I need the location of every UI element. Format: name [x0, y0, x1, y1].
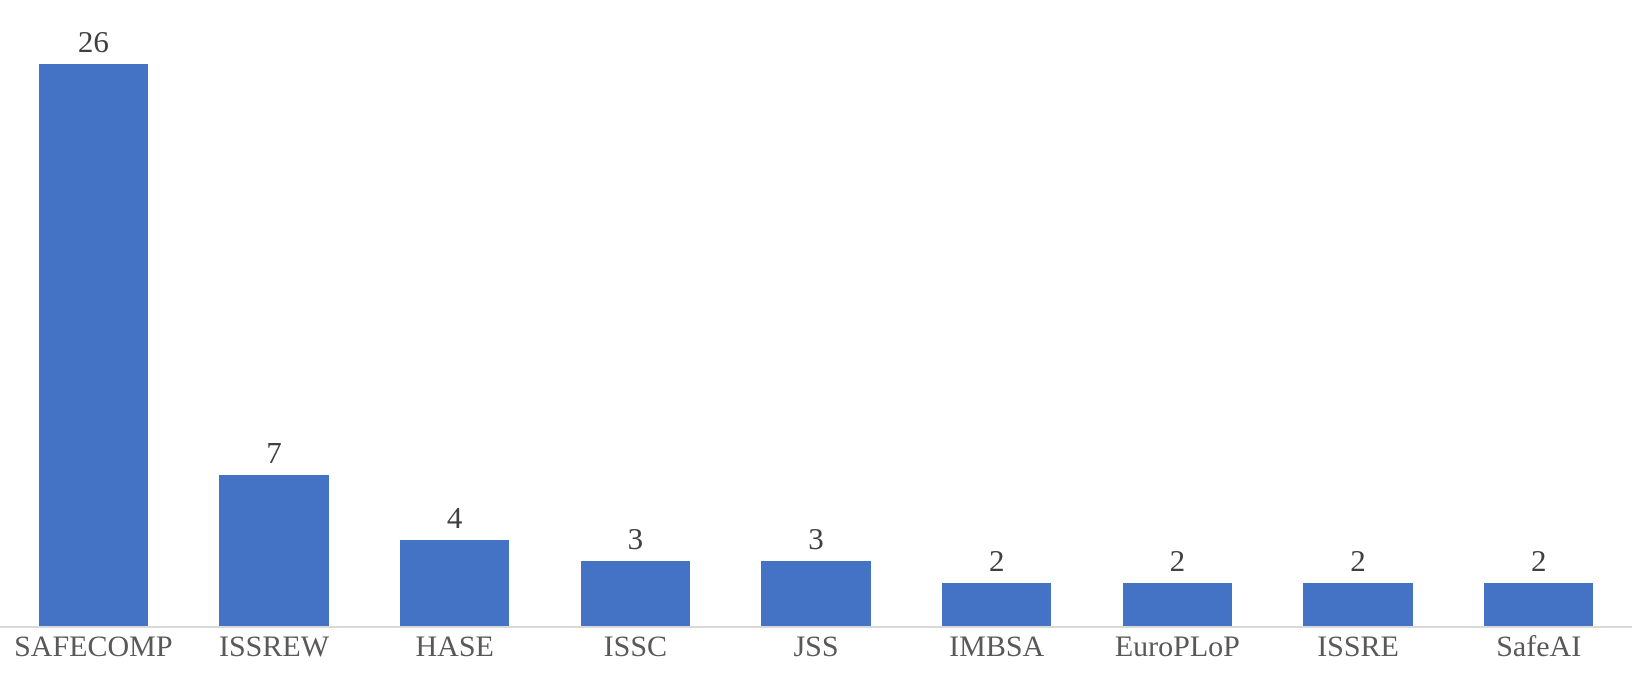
- category-label: IMBSA: [949, 630, 1045, 663]
- bar-value-label: 4: [446, 499, 463, 535]
- bar-value-label: 2: [1530, 542, 1547, 578]
- bar-column: 7: [184, 0, 365, 626]
- bar: [219, 474, 329, 626]
- bar-value-label: 2: [988, 542, 1005, 578]
- bar-value-label: 3: [808, 521, 824, 557]
- category-label: HASE: [415, 630, 494, 663]
- bar: [400, 539, 510, 626]
- bar-column: 2: [906, 0, 1087, 626]
- bar: [1122, 582, 1233, 626]
- bar-column: 2: [1268, 0, 1449, 626]
- bar-value-label: 2: [1350, 542, 1366, 578]
- category-label: ISSRE: [1317, 630, 1399, 663]
- bar-value-label: 2: [1169, 542, 1186, 578]
- bar-value-label: 26: [77, 24, 109, 59]
- category-label: ISSREW: [219, 630, 330, 663]
- bar-column: 2: [1448, 0, 1629, 626]
- bar: [1484, 582, 1594, 626]
- bar-column: 26: [3, 0, 184, 626]
- bar: [942, 582, 1052, 626]
- bar-column: 3: [726, 0, 907, 626]
- category-label: SAFECOMP: [14, 630, 173, 663]
- x-axis-labels: SAFECOMP ISSREW HASE ISSC JSS IMBSA EuroPLoP IS…: [3, 630, 1629, 665]
- category-label: JSS: [793, 630, 839, 663]
- bar: [761, 561, 871, 626]
- plot-area: 26 7 4 3 3 2 2 2 2: [3, 0, 1629, 626]
- bar-column: 3: [545, 0, 726, 626]
- x-axis-line: [0, 626, 1632, 628]
- category-label: EuroPLoP: [1114, 630, 1240, 663]
- bar-column: 2: [1087, 0, 1268, 626]
- category-label: ISSC: [603, 630, 668, 663]
- bar-value-label: 7: [266, 434, 282, 470]
- bar-column: 4: [364, 0, 545, 626]
- bar: [1303, 582, 1413, 626]
- bar: [38, 64, 148, 626]
- bar: [580, 561, 690, 626]
- bar-value-label: 3: [627, 521, 644, 557]
- category-label: SafeAI: [1496, 630, 1582, 663]
